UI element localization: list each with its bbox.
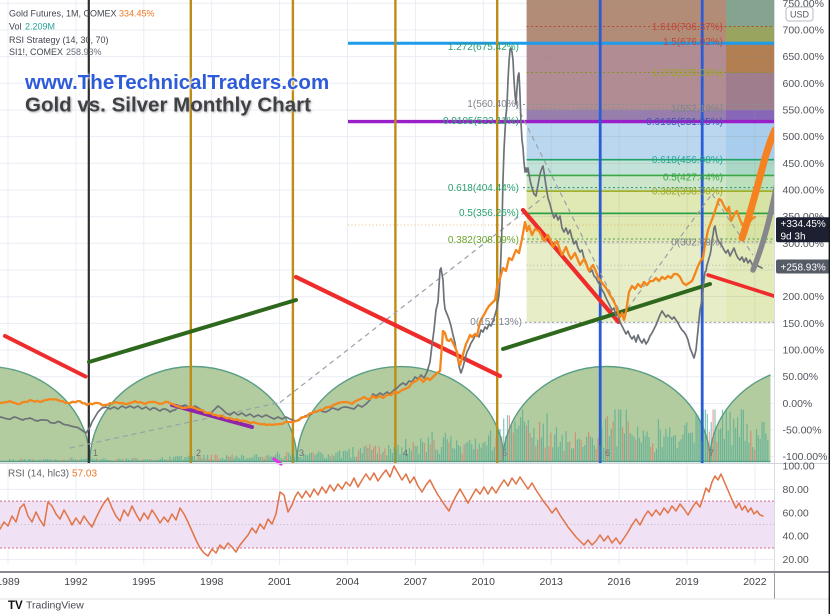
svg-text:60.00: 60.00 bbox=[783, 507, 809, 519]
svg-text:1(552.19%): 1(552.19%) bbox=[671, 104, 723, 115]
svg-text:T: T bbox=[8, 600, 15, 612]
svg-text:0.5(427.44%): 0.5(427.44%) bbox=[663, 173, 723, 184]
svg-text:1989: 1989 bbox=[0, 576, 20, 588]
svg-text:40.00: 40.00 bbox=[783, 531, 809, 543]
svg-text:700.00%: 700.00% bbox=[783, 24, 824, 36]
svg-text:www.TheTechnicalTraders.com: www.TheTechnicalTraders.com bbox=[24, 71, 329, 94]
svg-text:0.9165(531.25%): 0.9165(531.25%) bbox=[646, 117, 723, 128]
svg-text:1.272(675.42%): 1.272(675.42%) bbox=[448, 42, 519, 53]
svg-text:258.93%: 258.93% bbox=[66, 47, 102, 57]
svg-text:200.00%: 200.00% bbox=[783, 291, 824, 303]
svg-text:334.45%: 334.45% bbox=[119, 8, 155, 18]
svg-text:0.00%: 0.00% bbox=[783, 398, 813, 410]
svg-text:2001: 2001 bbox=[268, 576, 292, 588]
svg-text:6: 6 bbox=[605, 448, 610, 458]
svg-text:100.00: 100.00 bbox=[783, 461, 815, 473]
svg-text:2016: 2016 bbox=[607, 576, 631, 588]
svg-text:7: 7 bbox=[709, 448, 714, 458]
svg-text:1(560.40%): 1(560.40%) bbox=[467, 99, 519, 110]
svg-text:+334.45%: +334.45% bbox=[781, 219, 826, 230]
svg-text:750.00%: 750.00% bbox=[783, 0, 824, 10]
svg-text:3: 3 bbox=[299, 448, 304, 458]
svg-text:2010: 2010 bbox=[472, 576, 496, 588]
svg-text:0.5(356.26%): 0.5(356.26%) bbox=[459, 208, 519, 219]
svg-text:0.382(308.09%): 0.382(308.09%) bbox=[448, 235, 519, 246]
svg-text:100.00%: 100.00% bbox=[783, 345, 824, 357]
svg-text:+258.93%: +258.93% bbox=[781, 262, 826, 273]
svg-text:80.00: 80.00 bbox=[783, 484, 809, 496]
svg-text:-100.00%: -100.00% bbox=[783, 451, 828, 463]
svg-text:450.00%: 450.00% bbox=[783, 158, 824, 170]
svg-text:2007: 2007 bbox=[404, 576, 428, 588]
svg-text:1.272(620.09%): 1.272(620.09%) bbox=[652, 68, 723, 79]
svg-text:2.209M: 2.209M bbox=[25, 22, 55, 32]
svg-text:1: 1 bbox=[93, 448, 98, 458]
svg-text:0(302.69%): 0(302.69%) bbox=[671, 238, 723, 249]
svg-text:2004: 2004 bbox=[336, 576, 360, 588]
svg-text:Gold Futures, 1M, COMEX: Gold Futures, 1M, COMEX bbox=[9, 8, 117, 18]
svg-text:550.00%: 550.00% bbox=[783, 105, 824, 117]
svg-text:1.5(676.02%): 1.5(676.02%) bbox=[663, 37, 723, 48]
svg-text:-50.00%: -50.00% bbox=[783, 425, 822, 437]
svg-text:RSI Strategy (14, 30, 70): RSI Strategy (14, 30, 70) bbox=[9, 35, 109, 45]
svg-text:0.618(404.44%): 0.618(404.44%) bbox=[448, 183, 519, 194]
svg-text:4: 4 bbox=[403, 448, 408, 458]
svg-text:2013: 2013 bbox=[540, 576, 564, 588]
svg-text:57.03: 57.03 bbox=[72, 469, 97, 480]
svg-text:2: 2 bbox=[196, 448, 201, 458]
svg-text:0.382(398.00%): 0.382(398.00%) bbox=[652, 187, 723, 198]
svg-text:1998: 1998 bbox=[200, 576, 224, 588]
svg-text:RSI (14, hlc3): RSI (14, hlc3) bbox=[8, 469, 69, 480]
svg-text:9d 3h: 9d 3h bbox=[781, 232, 806, 243]
svg-text:650.00%: 650.00% bbox=[783, 51, 824, 63]
svg-text:150.00%: 150.00% bbox=[783, 318, 824, 330]
svg-text:20.00: 20.00 bbox=[783, 554, 809, 566]
svg-text:0(152.13%): 0(152.13%) bbox=[470, 317, 522, 328]
svg-text:1995: 1995 bbox=[132, 576, 156, 588]
svg-text:TradingView: TradingView bbox=[26, 600, 84, 612]
svg-text:USD: USD bbox=[790, 9, 810, 19]
svg-text:5: 5 bbox=[502, 448, 507, 458]
svg-text:V: V bbox=[15, 600, 23, 612]
svg-text:2019: 2019 bbox=[675, 576, 699, 588]
svg-text:1992: 1992 bbox=[64, 576, 88, 588]
svg-text:Vol: Vol bbox=[9, 22, 22, 32]
svg-text:2022: 2022 bbox=[743, 576, 767, 588]
svg-text:500.00%: 500.00% bbox=[783, 131, 824, 143]
svg-text:SI1!, COMEX: SI1!, COMEX bbox=[9, 47, 63, 57]
svg-text:400.00%: 400.00% bbox=[783, 185, 824, 197]
svg-text:600.00%: 600.00% bbox=[783, 78, 824, 90]
svg-text:50.00%: 50.00% bbox=[783, 371, 819, 383]
svg-text:0.618(456.88%): 0.618(456.88%) bbox=[652, 155, 723, 166]
svg-text:0.9105(523.11%): 0.9105(523.11%) bbox=[443, 116, 519, 127]
svg-text:1.618(706.37%): 1.618(706.37%) bbox=[652, 22, 723, 33]
svg-text:Gold vs. Silver Monthly Chart: Gold vs. Silver Monthly Chart bbox=[25, 94, 311, 117]
